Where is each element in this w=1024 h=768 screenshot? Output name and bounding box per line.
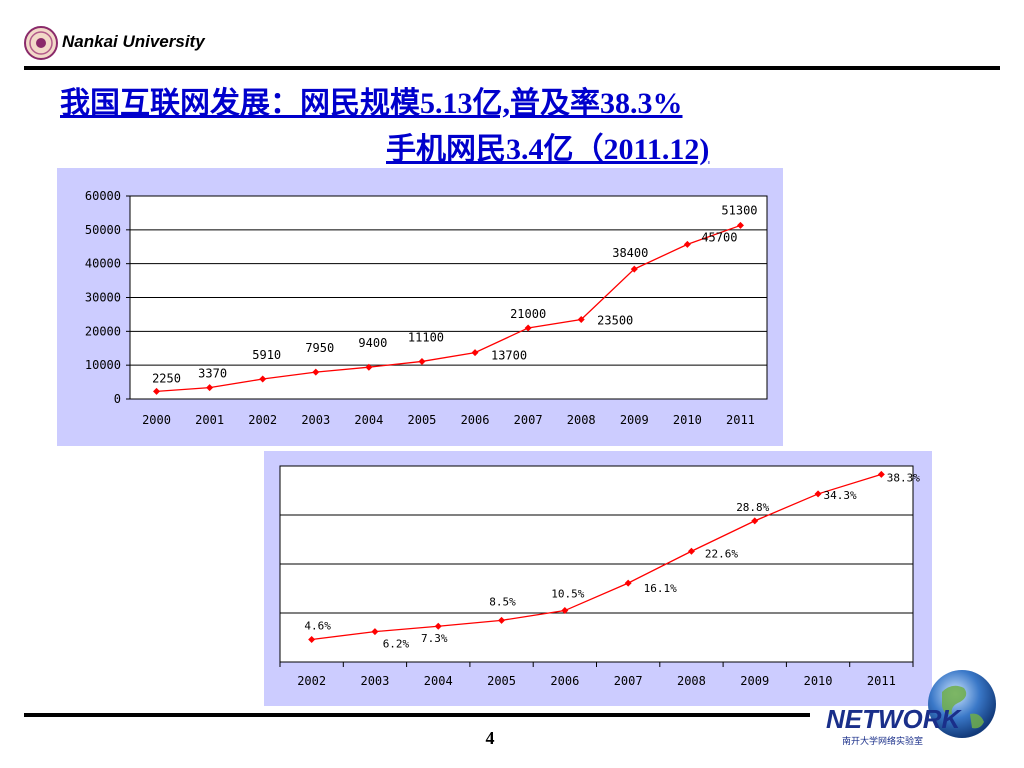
data-point bbox=[630, 265, 638, 273]
x-tick-label: 2007 bbox=[514, 413, 543, 427]
network-logo-subtitle: 南开大学网络实验室 bbox=[842, 735, 923, 747]
x-tick-label: 2003 bbox=[301, 413, 330, 427]
data-label: 16.1% bbox=[644, 582, 677, 595]
bottom-divider bbox=[24, 713, 810, 717]
data-label: 11100 bbox=[408, 330, 444, 344]
data-point bbox=[471, 349, 479, 357]
data-label: 3370 bbox=[198, 367, 227, 381]
svg-text:NETWORK: NETWORK bbox=[826, 704, 963, 734]
y-tick-label: 0 bbox=[114, 392, 121, 406]
data-point bbox=[365, 363, 373, 371]
data-label: 7950 bbox=[305, 341, 334, 355]
data-point bbox=[736, 221, 744, 229]
data-label: 2250 bbox=[152, 371, 181, 385]
data-point bbox=[312, 368, 320, 376]
internet-users-chart-svg: 0 10000 20000 30000 40000 50000 60000 2000 2001 2… bbox=[85, 189, 768, 427]
data-point bbox=[498, 616, 506, 624]
data-point bbox=[683, 240, 691, 248]
x-tick-label: 2002 bbox=[248, 413, 277, 427]
series-line bbox=[311, 473, 882, 641]
data-point bbox=[814, 490, 822, 498]
data-label: 9400 bbox=[358, 336, 387, 350]
header-bar: Nankai University bbox=[0, 0, 1024, 80]
data-label: 45700 bbox=[701, 230, 737, 244]
x-tick-label: 2008 bbox=[567, 413, 596, 427]
network-lab-logo: NETWORK 南开大学网络实验室 bbox=[826, 670, 996, 747]
y-tick-label: 60000 bbox=[85, 189, 121, 203]
org-name: Nankai University bbox=[62, 32, 205, 51]
x-tick-label: 2009 bbox=[620, 413, 649, 427]
data-label: 5910 bbox=[252, 348, 281, 362]
data-point bbox=[308, 635, 316, 643]
x-tick-label: 2009 bbox=[740, 674, 769, 688]
data-label: 22.6% bbox=[705, 547, 738, 560]
data-label: 6.2% bbox=[383, 638, 410, 651]
data-point bbox=[153, 387, 161, 395]
y-tick-label: 20000 bbox=[85, 324, 121, 338]
data-label: 34.3% bbox=[823, 489, 856, 502]
x-tick-label: 2006 bbox=[461, 413, 490, 427]
data-point bbox=[877, 470, 885, 478]
x-tick-label: 2010 bbox=[673, 413, 702, 427]
penetration-rate-chart-svg: 2002 2003 2004 2005 2006 2007 2008 2009 2010 2011… bbox=[279, 465, 920, 688]
data-label: 28.8% bbox=[736, 501, 769, 514]
internet-users-chart: 0 10000 20000 30000 40000 50000 60000 2000 2001 2… bbox=[57, 168, 783, 446]
x-tick-label: 2005 bbox=[487, 674, 516, 688]
x-tick-label: 2011 bbox=[867, 674, 896, 688]
penetration-rate-chart: 2002 2003 2004 2005 2006 2007 2008 2009 2010 2011… bbox=[264, 451, 932, 706]
x-tick-label: 2006 bbox=[550, 674, 579, 688]
top-divider bbox=[24, 66, 1000, 70]
data-label: 7.3% bbox=[421, 632, 448, 645]
data-label: 8.5% bbox=[489, 595, 516, 608]
data-point bbox=[577, 315, 585, 323]
y-tick-label: 40000 bbox=[85, 257, 121, 271]
data-label: 51300 bbox=[721, 203, 757, 217]
x-tick-label: 2005 bbox=[408, 413, 437, 427]
x-tick-label: 2000 bbox=[142, 413, 171, 427]
data-point bbox=[624, 579, 632, 587]
data-point bbox=[561, 607, 569, 615]
series-line bbox=[156, 224, 741, 393]
x-tick-label: 2004 bbox=[354, 413, 383, 427]
x-tick-label: 2007 bbox=[614, 674, 643, 688]
x-tick-label: 2003 bbox=[360, 674, 389, 688]
university-seal-icon bbox=[24, 26, 58, 60]
data-label: 23500 bbox=[597, 313, 633, 327]
data-point bbox=[259, 375, 267, 383]
x-tick-label: 2001 bbox=[195, 413, 224, 427]
data-label: 38400 bbox=[612, 246, 648, 260]
data-point bbox=[371, 628, 379, 636]
y-tick-label: 50000 bbox=[85, 223, 121, 237]
x-tick-label: 2008 bbox=[677, 674, 706, 688]
network-logo-text: NETWORK bbox=[826, 704, 963, 734]
data-label: 38.3% bbox=[887, 471, 920, 484]
y-tick-label: 30000 bbox=[85, 291, 121, 305]
x-tick-label: 2010 bbox=[804, 674, 833, 688]
page-number: 4 bbox=[485, 728, 495, 748]
slide-title: 我国互联网发展：网民规模5.13亿,普及率38.3% bbox=[60, 87, 683, 120]
slide-subtitle: 手机网民3.4亿（2011.12) bbox=[386, 133, 710, 166]
data-point bbox=[418, 357, 426, 365]
x-tick-label: 2002 bbox=[297, 674, 326, 688]
data-label: 10.5% bbox=[551, 588, 584, 601]
data-label: 21000 bbox=[510, 307, 546, 321]
data-point bbox=[434, 622, 442, 630]
data-label: 13700 bbox=[491, 349, 527, 363]
y-tick-label: 10000 bbox=[85, 358, 121, 372]
x-tick-label: 2004 bbox=[424, 674, 453, 688]
data-point bbox=[751, 517, 759, 525]
data-point bbox=[206, 384, 214, 392]
data-label: 4.6% bbox=[304, 619, 331, 632]
data-point bbox=[687, 547, 695, 555]
x-tick-label: 2011 bbox=[726, 413, 755, 427]
data-point bbox=[524, 324, 532, 332]
